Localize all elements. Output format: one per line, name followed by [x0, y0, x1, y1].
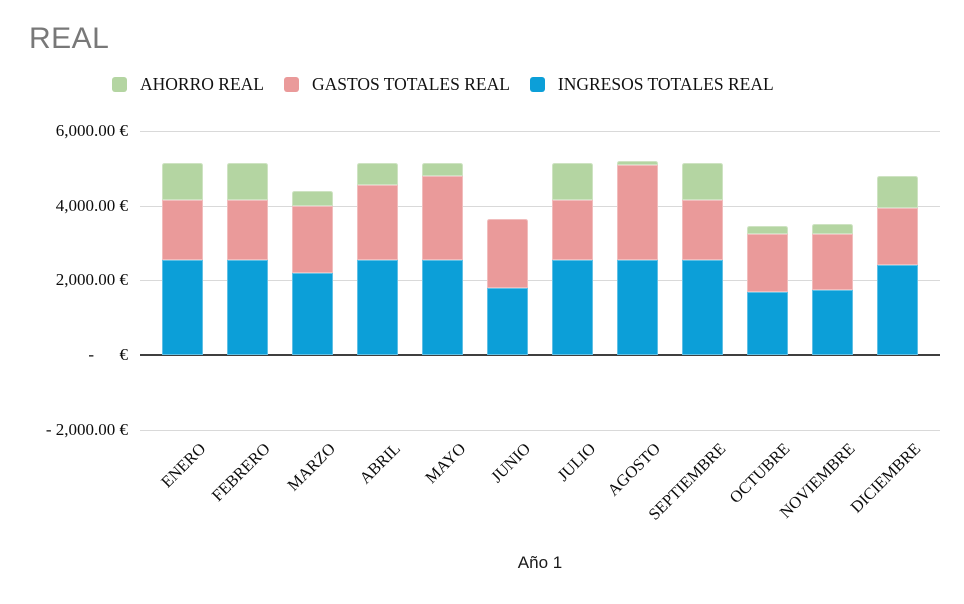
bar-segment-ahorro-mayo[interactable] [422, 162, 463, 176]
bar-segment-ingresos-febrero[interactable] [227, 259, 268, 355]
chart-legend: AHORRO REAL GASTOS TOTALES REAL INGRESOS T… [112, 74, 774, 95]
bar-segment-ahorro-julio[interactable] [552, 162, 593, 201]
bar-segment-gastos-julio[interactable] [552, 200, 593, 260]
bar-segment-ingresos-noviembre[interactable] [812, 289, 853, 355]
bar-segment-ingresos-abril[interactable] [357, 259, 398, 355]
bar-segment-gastos-marzo[interactable] [292, 205, 333, 273]
y-tick-label: 6,000.00 € [55, 121, 128, 141]
x-tick-label-febrero: FEBRERO [207, 439, 274, 505]
chart-title: REAL [29, 22, 110, 55]
x-tick-label-octubre: OCTUBRE [726, 439, 794, 507]
x-tick-label-diciembre: DICIEMBRE [846, 439, 924, 517]
bar-segment-ingresos-marzo[interactable] [292, 272, 333, 355]
bar-segment-gastos-septiembre[interactable] [682, 200, 723, 260]
x-tick-label-julio: JULIO [553, 439, 599, 485]
y-tick-label: 2,000.00 € [55, 270, 128, 290]
bar-segment-ingresos-octubre[interactable] [747, 291, 788, 355]
x-tick-label-enero: ENERO [156, 439, 209, 492]
bar-segment-ingresos-mayo[interactable] [422, 259, 463, 355]
bar-segment-ahorro-diciembre[interactable] [877, 175, 918, 208]
bar-segment-ahorro-agosto[interactable] [617, 161, 658, 165]
x-tick-label-marzo: MARZO [283, 439, 339, 495]
y-tick-label: - € [88, 345, 128, 364]
legend-swatch-icon [112, 77, 127, 92]
bar-segment-ingresos-agosto[interactable] [617, 259, 658, 355]
bar-segment-ahorro-abril[interactable] [357, 162, 398, 186]
x-tick-label-abril: ABRIL [355, 439, 404, 488]
gridline [140, 205, 940, 207]
legend-label: AHORRO REAL [140, 74, 264, 94]
bar-segment-ahorro-septiembre[interactable] [682, 162, 723, 201]
y-tick-label: 4,000.00 € [55, 195, 128, 215]
bar-segment-ahorro-marzo[interactable] [292, 190, 333, 206]
bar-segment-gastos-mayo[interactable] [422, 175, 463, 260]
gridline [140, 280, 940, 282]
legend-item-ahorro-real[interactable]: AHORRO REAL [112, 74, 264, 95]
gridline [140, 131, 940, 133]
bar-segment-ahorro-noviembre[interactable] [812, 224, 853, 234]
legend-swatch-icon [283, 77, 299, 92]
legend-swatch-icon [529, 77, 545, 92]
bar-segment-gastos-agosto[interactable] [617, 164, 658, 260]
x-axis-title: Año 1 [517, 553, 563, 572]
y-tick-label: - 2,000.00 € [45, 419, 128, 439]
bar-segment-gastos-enero[interactable] [162, 200, 203, 260]
bar-segment-ingresos-septiembre[interactable] [682, 259, 723, 355]
bar-segment-gastos-diciembre[interactable] [877, 207, 918, 266]
legend-item-gastos-totales-real[interactable]: GASTOS TOTALES REAL [283, 74, 510, 95]
gridline [140, 429, 940, 431]
bar-segment-ingresos-diciembre[interactable] [877, 265, 918, 355]
legend-item-ingresos-totales-real[interactable]: INGRESOS TOTALES REAL [529, 74, 774, 95]
legend-label: INGRESOS TOTALES REAL [557, 74, 774, 94]
bar-segment-gastos-febrero[interactable] [227, 200, 268, 260]
bar-segment-ingresos-junio[interactable] [487, 287, 528, 355]
x-tick-label-mayo: MAYO [420, 439, 469, 488]
bar-segment-ahorro-octubre[interactable] [747, 226, 788, 234]
x-tick-label-agosto: AGOSTO [603, 439, 664, 500]
bar-segment-ingresos-julio[interactable] [552, 259, 593, 355]
bar-segment-gastos-junio[interactable] [487, 218, 528, 288]
bar-segment-ahorro-enero[interactable] [162, 162, 203, 201]
x-axis-line [140, 354, 940, 356]
bar-segment-gastos-noviembre[interactable] [812, 233, 853, 290]
bar-segment-gastos-octubre[interactable] [747, 233, 788, 292]
bar-segment-ingresos-enero[interactable] [162, 259, 203, 355]
bar-segment-gastos-abril[interactable] [357, 185, 398, 260]
x-tick-label-junio: JUNIO [486, 439, 534, 487]
legend-label: GASTOS TOTALES REAL [311, 74, 510, 94]
bar-segment-ahorro-febrero[interactable] [227, 162, 268, 201]
